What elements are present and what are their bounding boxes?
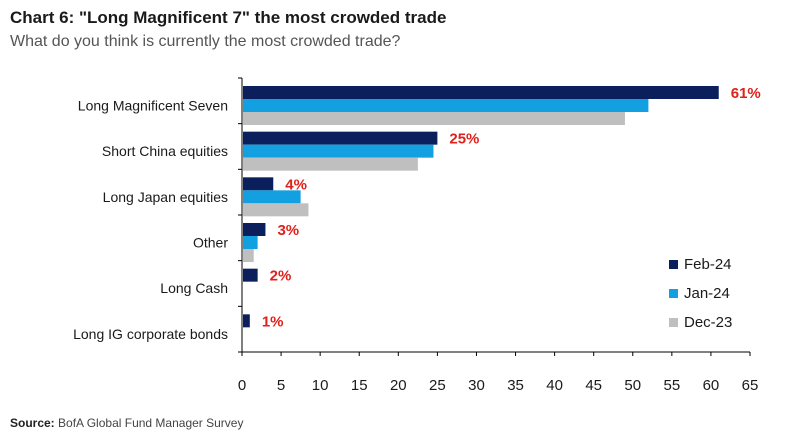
legend-label: Feb-24 [684,256,732,273]
bar-dec-23-0 [243,112,625,125]
legend-label: Dec-23 [684,314,732,331]
bar-feb-24-1 [243,131,438,145]
category-label: Long IG corporate bonds [73,326,228,342]
data-label: 25% [449,131,479,148]
x-tick-label: 25 [429,377,446,394]
source-note: Source: BofA Global Fund Manager Survey [10,416,243,430]
data-label: 2% [270,268,292,285]
category-label: Long Japan equities [103,189,228,205]
x-tick-label: 0 [238,377,246,394]
legend-swatch-jan-24 [669,289,678,298]
bar-dec-23-1 [243,157,418,171]
bar-jan-24-1 [243,144,434,158]
bar-jan-24-0 [243,99,649,112]
x-tick-label: 65 [742,377,759,394]
category-label: Short China equities [102,143,228,159]
chart-title: Chart 6: "Long Magnificent 7" the most c… [10,8,447,27]
bar-feb-24-5 [243,314,250,328]
bar-dec-23-3 [243,249,254,262]
source-label: Source: [10,416,55,430]
bar-jan-24-3 [243,236,258,249]
legend-label: Jan-24 [684,285,730,302]
x-tick-label: 30 [468,377,485,394]
data-label: 4% [285,176,307,193]
bar-feb-24-0 [243,86,719,99]
bar-dec-23-2 [243,203,309,217]
source-text: BofA Global Fund Manager Survey [58,416,244,430]
bar-feb-24-2 [243,177,274,191]
bar-feb-24-3 [243,223,266,236]
x-tick-label: 40 [546,377,563,394]
x-tick-label: 15 [351,377,368,394]
data-label: 1% [262,313,284,330]
legend-swatch-dec-23 [669,318,678,327]
data-label: 61% [731,85,761,102]
category-label: Long Magnificent Seven [78,98,228,114]
x-tick-label: 20 [390,377,407,394]
category-label: Other [193,235,228,251]
data-label: 3% [277,222,299,239]
chart-subtitle: What do you think is currently the most … [10,33,401,50]
x-tick-label: 50 [624,377,641,394]
x-tick-label: 45 [585,377,602,394]
bar-feb-24-4 [243,268,258,282]
x-tick-label: 5 [277,377,285,394]
x-tick-label: 35 [507,377,524,394]
legend-swatch-feb-24 [669,260,678,269]
x-tick-label: 55 [664,377,681,394]
category-label: Long Cash [160,280,228,296]
bar-jan-24-2 [243,190,301,204]
x-tick-label: 10 [312,377,329,394]
x-tick-label: 60 [703,377,720,394]
